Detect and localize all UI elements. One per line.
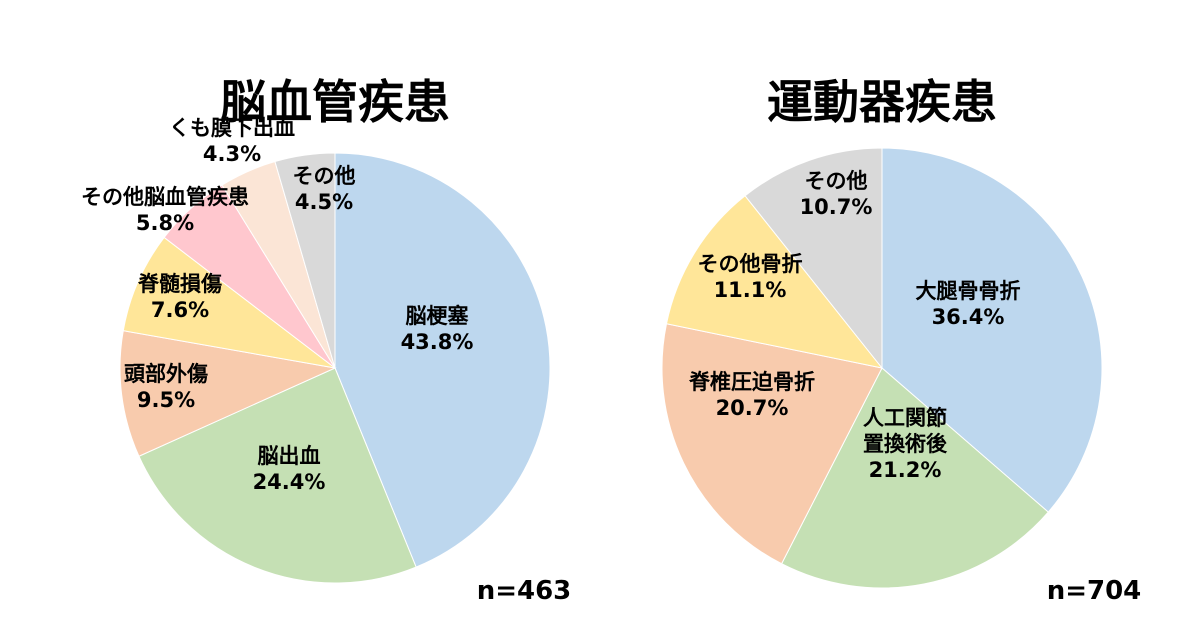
slice-name-label: 脊椎圧迫骨折 — [688, 370, 815, 394]
pie-slice — [274, 152, 336, 369]
slice-value-label: 24.4% — [253, 470, 326, 494]
slice-name-label: 置換術後 — [863, 432, 948, 456]
pie-slice — [881, 147, 1103, 513]
slice-name-label: その他脳血管疾患 — [81, 185, 249, 209]
pie-slice — [780, 367, 1049, 589]
pie-labels: 大腿骨骨折36.4%人工関節置換術後21.2%脊椎圧迫骨折20.7%その他骨折1… — [688, 169, 1021, 482]
slice-value-label: 10.7% — [800, 195, 873, 219]
slice-value-label: 21.2% — [869, 458, 942, 482]
pie-slice — [661, 323, 883, 565]
slice-name-label: その他骨折 — [698, 252, 803, 276]
slice-value-label: 4.3% — [203, 142, 261, 166]
pie-slice — [119, 330, 337, 457]
slice-value-label: 36.4% — [932, 305, 1005, 329]
sample-size-label: n=704 — [1047, 576, 1142, 606]
slice-name-label: 脳梗塞 — [406, 304, 470, 328]
slice-name-label: 脊髄損傷 — [137, 272, 222, 296]
sample-size-label: n=463 — [477, 576, 572, 606]
slice-value-label: 4.5% — [295, 190, 353, 214]
slice-name-label: 大腿骨骨折 — [916, 279, 1021, 303]
slice-name-label: その他 — [805, 169, 868, 193]
chart-title: 脳血管疾患 — [220, 75, 450, 129]
pie-slice — [744, 147, 883, 370]
slice-name-label: 人工関節 — [863, 406, 947, 430]
pie-slice — [665, 195, 884, 369]
pie-slices — [661, 147, 1103, 589]
chart-title: 運動器疾患 — [767, 75, 997, 129]
pie-slice — [138, 367, 417, 584]
slice-value-label: 5.8% — [136, 211, 194, 235]
slice-name-label: くも膜下出血 — [169, 116, 295, 140]
slice-name-label: 脳出血 — [258, 444, 321, 468]
pie-slices — [119, 152, 551, 584]
slice-name-label: その他 — [293, 164, 356, 188]
pie-slice — [122, 236, 336, 369]
slice-value-label: 43.8% — [401, 330, 474, 354]
slice-name-label: 頭部外傷 — [124, 362, 208, 386]
slice-value-label: 7.6% — [151, 298, 209, 322]
slice-value-label: 11.1% — [714, 278, 787, 302]
pie-slice — [334, 152, 551, 568]
slice-value-label: 9.5% — [137, 388, 195, 412]
slice-value-label: 20.7% — [716, 396, 789, 420]
